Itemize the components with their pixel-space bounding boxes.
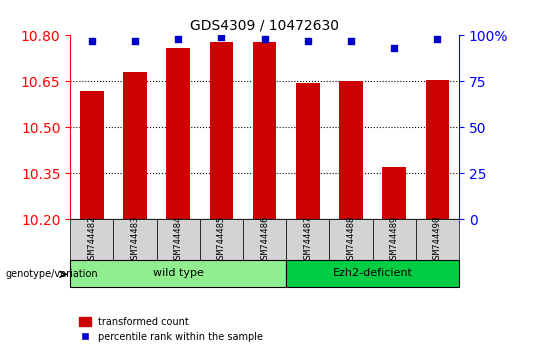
Text: GSM744490: GSM744490 xyxy=(433,216,442,264)
Text: GSM744485: GSM744485 xyxy=(217,216,226,264)
Legend: transformed count, percentile rank within the sample: transformed count, percentile rank withi… xyxy=(75,313,267,346)
Point xyxy=(433,36,442,42)
Point xyxy=(347,38,355,44)
FancyBboxPatch shape xyxy=(70,219,113,260)
Text: GSM744482: GSM744482 xyxy=(87,216,96,264)
Text: GSM744488: GSM744488 xyxy=(347,216,355,264)
Bar xyxy=(426,80,449,219)
FancyBboxPatch shape xyxy=(416,219,459,260)
FancyBboxPatch shape xyxy=(286,260,459,287)
Text: genotype/variation: genotype/variation xyxy=(5,269,98,279)
Bar xyxy=(210,41,233,219)
Bar xyxy=(296,83,320,219)
Point xyxy=(390,45,399,51)
Point xyxy=(87,38,96,44)
FancyBboxPatch shape xyxy=(243,219,286,260)
FancyBboxPatch shape xyxy=(286,219,329,260)
Point xyxy=(217,34,226,40)
Point xyxy=(174,36,183,42)
Text: GSM744489: GSM744489 xyxy=(390,216,399,264)
Text: GSM744484: GSM744484 xyxy=(174,216,183,264)
Point xyxy=(260,36,269,42)
Bar xyxy=(123,72,147,219)
FancyBboxPatch shape xyxy=(373,219,416,260)
FancyBboxPatch shape xyxy=(157,219,200,260)
Title: GDS4309 / 10472630: GDS4309 / 10472630 xyxy=(190,19,339,33)
Bar xyxy=(253,41,276,219)
Text: Ezh2-deficient: Ezh2-deficient xyxy=(333,268,413,279)
Point xyxy=(131,38,139,44)
Point xyxy=(303,38,312,44)
Text: GSM744483: GSM744483 xyxy=(131,216,139,264)
Bar xyxy=(339,81,363,219)
Text: GSM744486: GSM744486 xyxy=(260,216,269,264)
FancyBboxPatch shape xyxy=(200,219,243,260)
FancyBboxPatch shape xyxy=(113,219,157,260)
Bar xyxy=(382,167,406,219)
Bar xyxy=(166,48,190,219)
FancyBboxPatch shape xyxy=(70,260,286,287)
FancyBboxPatch shape xyxy=(329,219,373,260)
Text: GSM744487: GSM744487 xyxy=(303,216,312,264)
Text: wild type: wild type xyxy=(153,268,204,279)
Bar xyxy=(80,91,104,219)
